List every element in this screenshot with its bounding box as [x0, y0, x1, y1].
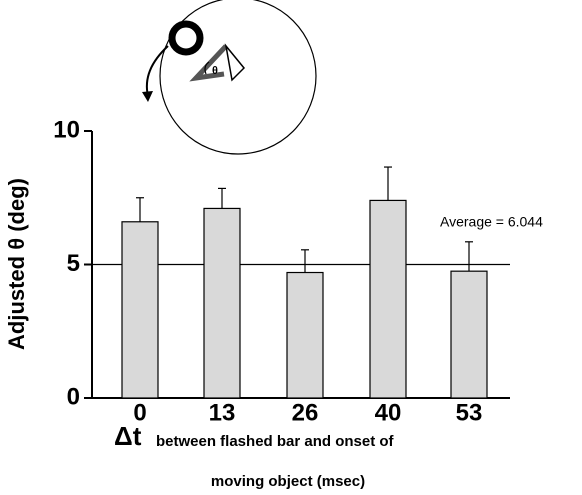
y-tick-label: 5 — [67, 250, 80, 277]
bar — [286, 271, 324, 399]
flashed-bar-angle — [189, 44, 228, 82]
average-annotation: Average = 6.044 — [440, 214, 543, 230]
bar — [121, 221, 159, 399]
x-axis-symbol: Δt — [114, 421, 142, 451]
moving-object — [168, 20, 204, 56]
x-tick-label: 13 — [209, 399, 236, 426]
x-tick-label: 0 — [133, 399, 146, 426]
y-tick-label: 10 — [53, 116, 80, 143]
arrow-head — [142, 91, 153, 102]
y-axis-label: Adjusted θ (deg) — [4, 178, 29, 350]
x-axis-label-line1: between flashed bar and onset of — [156, 433, 395, 450]
inset-theta: θ — [212, 65, 218, 77]
triangle — [224, 43, 246, 82]
inset-diagram: θ — [142, 0, 317, 155]
x-tick-label: 40 — [375, 399, 402, 426]
x-tick-label: 53 — [456, 399, 483, 426]
bar — [450, 270, 488, 399]
x-tick-label: 26 — [292, 399, 319, 426]
inset-circle — [159, 0, 317, 155]
bar — [369, 199, 407, 399]
motion-arrow — [146, 45, 169, 97]
angle-arc — [204, 61, 210, 75]
x-axis-label-line2: moving object (msec) — [211, 473, 365, 490]
bar — [203, 207, 241, 399]
y-tick-label: 0 — [67, 383, 80, 410]
